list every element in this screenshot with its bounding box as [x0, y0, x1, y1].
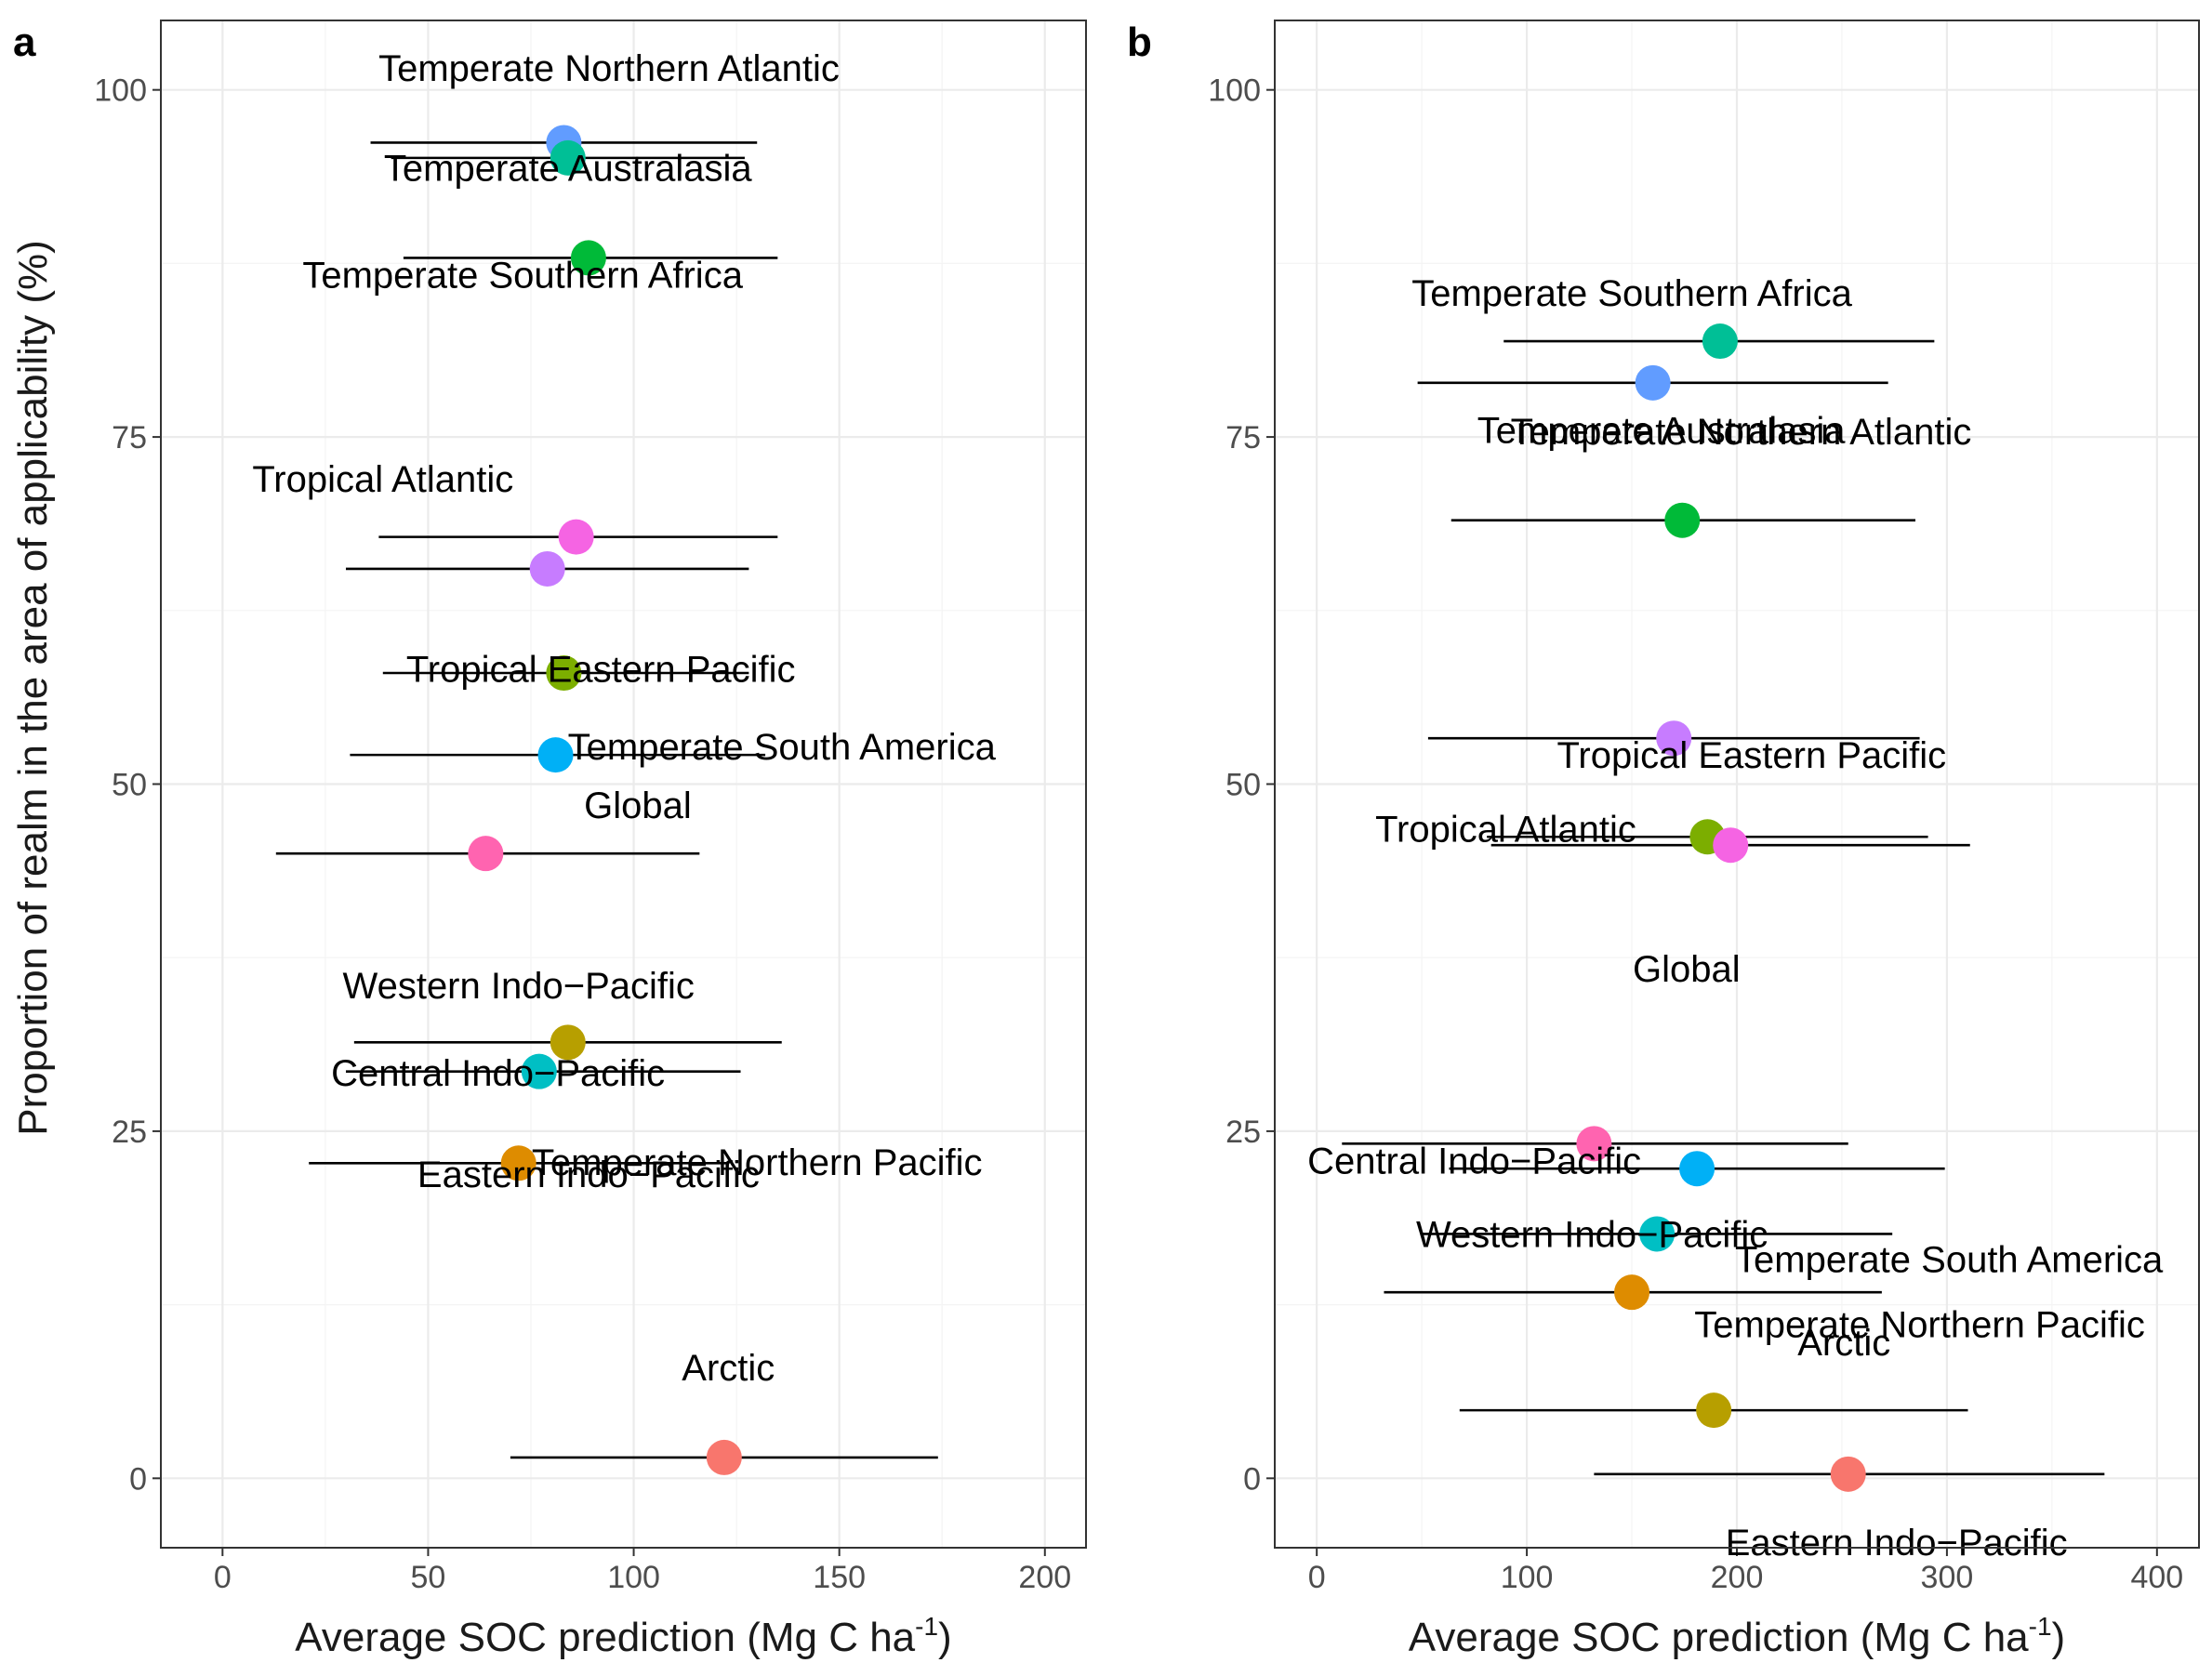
point-label-a: Global	[584, 785, 692, 826]
point-label-b: Western Indo−Pacific	[1416, 1214, 1768, 1255]
data-point-a	[550, 1024, 586, 1061]
data-point-a	[550, 139, 586, 176]
y-tick-label-a: 25	[112, 1115, 147, 1150]
data-point-a	[500, 1145, 536, 1181]
data-point-b	[1696, 1392, 1732, 1429]
y-tick-label-a: 50	[112, 768, 147, 803]
point-label-a: Temperate Northern Pacific	[532, 1142, 983, 1183]
panel-b-tag: b	[1127, 20, 1152, 65]
x-tick-label-b: 300	[1921, 1560, 1974, 1595]
data-point-b	[1635, 364, 1671, 401]
y-tick-label-b: 25	[1225, 1115, 1261, 1150]
data-point-b	[1830, 1456, 1866, 1492]
y-tick-label-b: 0	[1243, 1461, 1261, 1497]
point-label-a: Arctic	[682, 1348, 775, 1389]
data-point-b	[1679, 1151, 1715, 1187]
point-label-b: Global	[1633, 949, 1741, 990]
data-point-a	[468, 836, 504, 872]
data-point-b	[1614, 1274, 1650, 1311]
data-point-b	[1713, 827, 1749, 864]
point-label-a: Western Indo−Pacific	[343, 966, 695, 1007]
panel-frame-a	[160, 20, 1087, 1549]
point-label-a: Tropical Eastern Pacific	[406, 650, 796, 691]
x-axis-title-a: Average SOC prediction (Mg C ha-1)	[295, 1612, 951, 1660]
x-tick-label-b: 400	[2130, 1560, 2183, 1595]
point-label-b: Central Indo−Pacific	[1307, 1141, 1641, 1181]
data-point-a	[529, 550, 565, 587]
panel-b: 0 100 200 300 400 0 25 50 75 100 Temperate Norther…	[1208, 20, 2200, 1660]
point-label-a: Temperate Southern Africa	[302, 255, 743, 296]
point-label-b: Temperate South America	[1735, 1239, 2164, 1280]
data-point-a	[521, 1053, 557, 1089]
panel-a: 0 50 100 150 200 0 25 50 75 100 Temperate Southern…	[94, 20, 1087, 1660]
x-axis-title-b: Average SOC prediction (Mg C ha-1)	[1409, 1612, 2065, 1660]
x-tick-label-a: 200	[1018, 1560, 1071, 1595]
point-label-a: Tropical Atlantic	[252, 459, 513, 500]
panel-a-tag: a	[13, 20, 36, 65]
x-axis-title-main-a: Average SOC prediction (Mg C ha	[295, 1615, 915, 1660]
y-axis-title: Proportion of realm in the area of appli…	[10, 240, 56, 1136]
y-tick-label-b: 100	[1208, 73, 1261, 109]
y-tick-label-b: 75	[1225, 420, 1261, 455]
point-label-b: Tropical Atlantic	[1375, 809, 1636, 850]
data-point-b	[1702, 323, 1738, 360]
point-label-b: Eastern Indo−Pacific	[1726, 1523, 2068, 1564]
x-tick-label-a: 150	[813, 1560, 866, 1595]
point-label-a: Temperate South America	[568, 727, 997, 768]
x-tick-label-b: 0	[1308, 1560, 1326, 1595]
y-tick-label-b: 50	[1225, 768, 1261, 803]
point-label-b: Temperate Southern Africa	[1411, 273, 1852, 314]
y-tick-label-a: 75	[112, 420, 147, 455]
x-axis-title-end-b: )	[2052, 1615, 2066, 1660]
point-label-a: Temperate Northern Atlantic	[378, 48, 840, 89]
point-label-b: Temperate Northern Atlantic	[1511, 412, 1972, 453]
x-tick-label-b: 200	[1711, 1560, 1764, 1595]
x-axis-title-sup-a: -1	[915, 1612, 938, 1641]
x-tick-label-a: 0	[214, 1560, 232, 1595]
x-axis-title-end-a: )	[938, 1615, 952, 1660]
point-label-a: Temperate Australasia	[384, 148, 753, 189]
data-point-b	[1576, 1126, 1612, 1162]
point-label-b: Arctic	[1797, 1323, 1890, 1364]
data-point-b	[1639, 1216, 1676, 1252]
data-point-a	[570, 240, 606, 276]
point-label-a: Central Indo−Pacific	[331, 1053, 665, 1094]
x-axis-title-sup-b: -1	[2029, 1612, 2052, 1641]
point-label-b: Temperate Northern Pacific	[1694, 1305, 2145, 1346]
x-axis-title-main-b: Average SOC prediction (Mg C ha	[1409, 1615, 2029, 1660]
data-point-a	[537, 737, 574, 773]
data-point-a	[706, 1439, 742, 1475]
data-point-a	[558, 519, 594, 555]
x-tick-label-a: 100	[607, 1560, 660, 1595]
data-point-a	[546, 655, 582, 692]
panel-frame-b	[1274, 20, 2200, 1549]
point-label-b: Temperate Australasia	[1477, 411, 1847, 452]
x-tick-label-b: 100	[1501, 1560, 1554, 1595]
data-point-b	[1664, 502, 1701, 538]
x-tick-label-a: 50	[411, 1560, 446, 1595]
point-label-b: Tropical Eastern Pacific	[1556, 735, 1946, 776]
point-label-a: Eastern Indo−Pacific	[417, 1155, 760, 1195]
y-tick-label-a: 100	[94, 73, 147, 109]
data-point-b	[1656, 720, 1692, 757]
y-tick-label-a: 0	[129, 1461, 147, 1497]
